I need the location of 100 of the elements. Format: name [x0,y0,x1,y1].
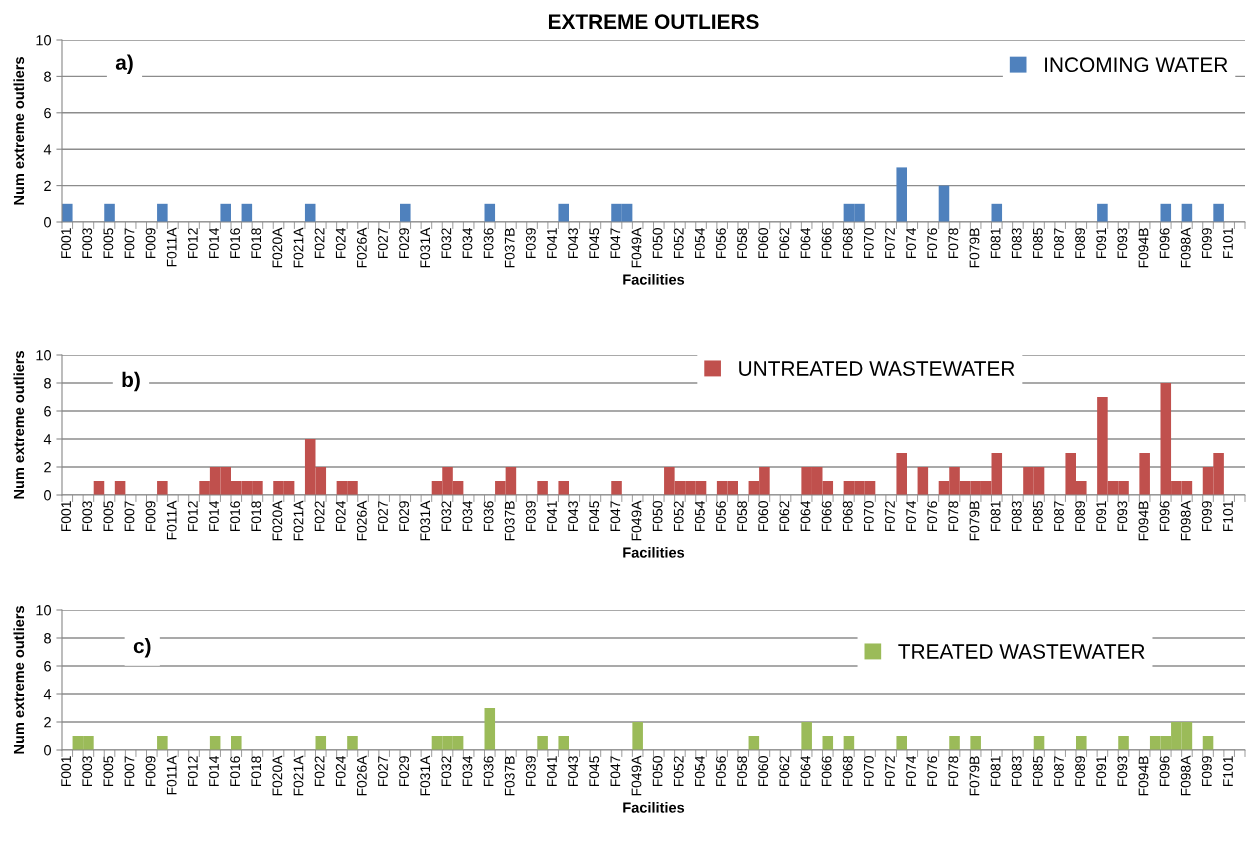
x-tick-label: F056 [716,228,726,259]
y-tick-label: 4 [43,689,52,700]
x-tick-label: F007 [124,501,135,532]
x-tick-label: F022 [314,501,325,532]
x-tick-label: F039 [525,228,536,259]
bar [104,203,115,222]
y-tick-label: 0 [44,490,52,501]
x-tick-label: F026A [356,755,367,796]
y-tick-label: 6 [44,406,51,417]
x-tick-label: F087 [1054,756,1064,787]
x-tick-label: F068 [842,756,853,787]
x-tick-label: F037B [504,228,515,268]
x-tick-label: F066 [821,228,832,259]
y-axis-title: Num extreme outliers [13,606,25,754]
x-tick-label: F099 [1201,756,1212,787]
x-tick-label: F039 [525,756,536,787]
x-tick-label: F024 [335,755,346,787]
x-tick-label: F029 [399,228,410,259]
x-tick-label: F101 [1223,501,1233,532]
x-tick-label: F056 [716,501,726,532]
x-tick-label: F058 [737,228,748,259]
bar [632,722,643,750]
x-tick-label: F074 [906,227,917,259]
x-tick-label: F012 [187,501,198,532]
x-tick-label: F016 [230,501,241,532]
x-tick-label: F054 [694,500,705,532]
x-tick-label: F072 [885,756,895,787]
bar [157,203,168,222]
x-tick-label: F094B [1138,501,1149,541]
x-tick-label: F081 [990,501,1001,532]
y-tick-label: 8 [44,378,51,389]
bar [896,736,907,750]
x-tick-label: F062 [779,501,790,532]
x-tick-label: F070 [863,228,874,259]
x-tick-label: F032 [441,501,452,532]
x-tick-label: F076 [927,228,938,259]
x-tick-label: F001 [61,228,72,259]
x-tick-label: F078 [948,501,959,532]
y-tick-label: 10 [36,605,52,616]
x-tick-label: F066 [821,756,832,787]
x-tick-label: F052 [673,228,684,259]
legend-label: INCOMING WATER [1045,57,1228,73]
y-tick-label: 2 [44,717,51,728]
y-tick-label: 8 [44,633,51,644]
bar [157,736,168,750]
x-tick-label: F020A [272,500,283,541]
x-tick-label: F034 [462,755,473,787]
x-tick-label: F027 [378,228,388,259]
x-tick-label: F029 [399,501,410,532]
x-tick-label: F062 [779,228,790,259]
annotation: c) [133,638,151,658]
x-tick-label: F016 [230,756,241,787]
x-tick-label: F049A [631,500,642,541]
x-tick-label: F096 [1159,228,1170,259]
bar [484,708,496,750]
x-tick-label: F003 [82,756,93,787]
x-tick-label: F098A [1180,500,1191,541]
x-tick-label: F060 [758,501,769,532]
x-tick-label: F081 [990,756,1001,787]
x-tick-label: F047 [610,501,621,532]
x-tick-label: F052 [673,501,684,532]
x-tick-label: F009 [145,756,156,787]
bar [157,481,168,495]
y-tick-label: 6 [44,661,51,672]
bar [304,203,316,222]
x-tick-label: F039 [525,501,536,532]
x-tick-label: F079B [969,756,980,796]
x-tick-label: F021A [293,755,304,796]
x-tick-label: F074 [906,755,917,787]
bar [558,203,569,222]
x-tick-label: F036 [483,756,494,787]
x-tick-label: F085 [1032,228,1043,259]
x-tick-label: F026A [356,227,367,268]
x-axis-title: Facilities [623,802,685,813]
x-tick-label: F096 [1159,756,1170,787]
x-tick-label: F009 [145,501,156,532]
bar [558,481,569,495]
x-tick-label: F032 [441,228,452,259]
x-tick-label: F050 [652,228,663,259]
x-tick-label: F001 [61,501,72,532]
x-tick-label: F003 [82,501,93,532]
x-tick-label: F043 [568,228,579,259]
x-tick-label: F101 [1223,756,1233,787]
y-tick-label: 10 [36,35,52,46]
x-tick-label: F036 [483,501,494,532]
chart-title: EXTREME OUTLIERS [548,14,759,30]
bar [220,203,231,222]
x-tick-label: F036 [483,228,494,259]
bar [231,736,242,750]
y-axis-title: Num extreme outliers [13,57,25,205]
y-axis-title: Num extreme outliers [13,351,25,499]
x-tick-label: F003 [82,228,93,259]
x-tick-label: F012 [187,228,198,259]
x-tick-label: F018 [251,228,262,259]
bar [347,736,358,750]
x-tick-label: F066 [821,501,832,532]
x-tick-label: F078 [948,756,959,787]
x-tick-label: F085 [1032,756,1043,787]
bar [896,453,907,495]
x-tick-label: F032 [441,756,452,787]
